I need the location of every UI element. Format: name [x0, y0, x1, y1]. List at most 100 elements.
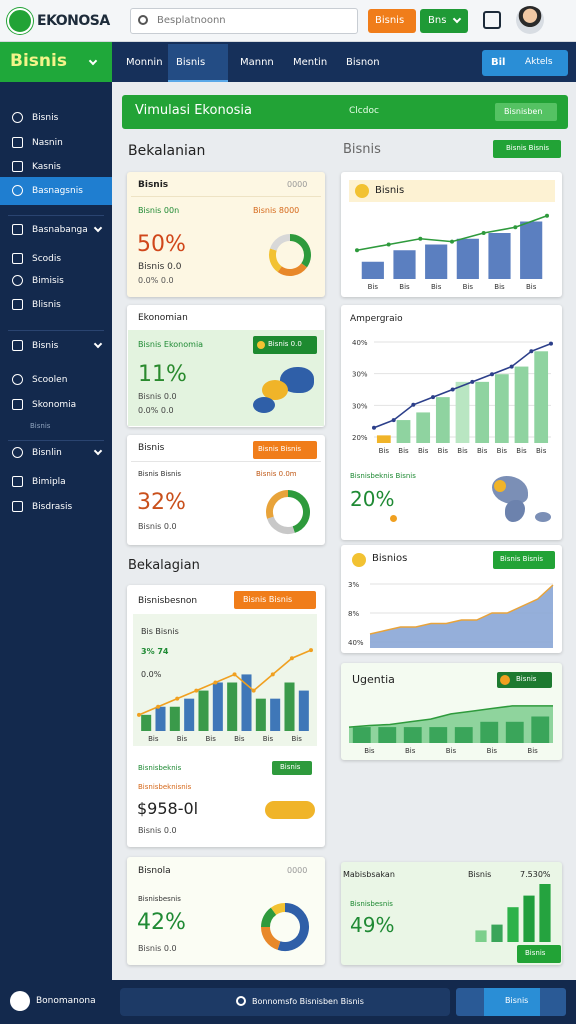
orange-button[interactable] — [368, 9, 416, 33]
pill-dot — [257, 341, 265, 349]
y-label: 30% — [352, 371, 368, 379]
left-card-2-sub: Bisnis 0.0 — [138, 392, 177, 401]
bar — [429, 727, 448, 743]
sidebar-icon[interactable] — [12, 299, 23, 310]
line-point — [490, 372, 494, 377]
left-card-1-sub: Bisnis 0.0 — [138, 262, 182, 272]
nav-tabs[interactable]: Bisnis — [176, 57, 206, 68]
bar — [227, 682, 238, 731]
sidebar-icon[interactable] — [12, 137, 23, 148]
sidebar-icon[interactable] — [12, 161, 23, 172]
sidebar-items[interactable]: Bisnis — [32, 113, 59, 123]
left-card-2-value: 11% — [138, 362, 187, 387]
avatar[interactable] — [516, 6, 544, 34]
nav-action-label[interactable]: Bil — [491, 57, 506, 68]
orange-button[interactable] — [234, 591, 316, 609]
mini-chart: Bis Bis Bis Bis Bis Bis — [355, 213, 549, 291]
donut-segment — [289, 234, 311, 268]
left-card-1-foot: 0.0% 0.0 — [138, 276, 174, 285]
sidebar-items[interactable]: Skonomia — [32, 400, 77, 410]
sidebar-divider — [8, 215, 104, 216]
sidebar-divider — [8, 330, 104, 331]
sidebar-items[interactable]: Scoolen — [32, 375, 68, 385]
topbar-orange-button[interactable]: Bisnis — [375, 15, 405, 26]
sidebar-items[interactable]: Basnagsnis — [32, 186, 83, 196]
sidebar-icon[interactable] — [12, 399, 23, 410]
tab-active[interactable] — [168, 44, 228, 82]
nav-tabs[interactable]: Mannn — [240, 57, 274, 68]
x-label: Bis — [379, 447, 390, 455]
x-label: Bis — [368, 283, 379, 291]
topbar-logo: EKONOSA — [37, 13, 110, 29]
sidebar-items[interactable]: Bisnis — [30, 422, 51, 430]
sidebar-items[interactable]: Bimisis — [32, 276, 64, 286]
line-point — [137, 712, 141, 717]
sidebar-icon[interactable] — [12, 501, 23, 512]
search-box[interactable] — [130, 8, 358, 34]
nav-tabs[interactable]: Bisnon — [346, 57, 380, 68]
sidebar-items[interactable]: Bisnlin — [32, 448, 62, 458]
badge — [265, 801, 315, 819]
footer-search[interactable] — [120, 988, 450, 1016]
action-button[interactable] — [482, 50, 568, 76]
sidebar-icon[interactable] — [12, 447, 23, 458]
bar — [475, 381, 490, 443]
sidebar-icon[interactable] — [12, 476, 23, 487]
sidebar-icon[interactable] — [12, 112, 23, 123]
green-button[interactable] — [517, 945, 561, 963]
bar — [284, 682, 295, 731]
blob — [253, 397, 275, 413]
sidebar-icon[interactable] — [12, 374, 23, 385]
sidebar-items[interactable]: Basnabanga — [32, 225, 88, 235]
right-card-d-title: Ugentia — [352, 673, 395, 686]
y-label: 20% — [352, 434, 368, 442]
green-button[interactable] — [420, 9, 468, 33]
footer-button[interactable]: Bisnis — [505, 996, 529, 1005]
nav-action-button[interactable]: Aktels — [525, 57, 553, 67]
banner-button[interactable] — [495, 103, 557, 121]
right-heading-button[interactable]: Bisnis Bisnis — [506, 144, 550, 152]
bar — [376, 435, 391, 443]
footer-brand: Bonomanona — [36, 996, 96, 1006]
sidebar-items[interactable]: Bisdrasis — [32, 502, 73, 512]
x-label: Bis — [457, 447, 468, 455]
footer-search-icon — [236, 996, 246, 1006]
left-card-4-button[interactable]: Bisnis Bisnis — [243, 595, 293, 604]
area-line — [369, 584, 554, 635]
bar — [403, 727, 422, 743]
notification-icon[interactable] — [483, 11, 501, 29]
line-point — [194, 688, 199, 693]
green-button[interactable] — [493, 551, 555, 569]
sidebar-items[interactable]: Bimipla — [32, 477, 66, 487]
sidebar-icon[interactable] — [12, 185, 23, 196]
dot — [390, 515, 397, 522]
sidebar-items[interactable]: Bisnis — [32, 341, 59, 351]
x-label: Bis — [364, 747, 375, 755]
right-card-c-button[interactable]: Bisnis Bisnis — [500, 555, 544, 563]
sidebar-items[interactable]: Blisnis — [32, 300, 61, 310]
banner-button[interactable]: Bisnisben — [504, 107, 543, 116]
sidebar-icon[interactable] — [12, 340, 23, 351]
bar — [352, 727, 371, 743]
line-point — [545, 213, 549, 218]
blob — [262, 380, 288, 400]
green-button[interactable] — [493, 140, 561, 158]
sidebar-items[interactable]: Scodis — [32, 254, 62, 264]
nav-tabs[interactable]: Monnin — [126, 57, 163, 68]
sidebar-icon[interactable] — [12, 224, 23, 235]
donut-segment — [261, 926, 281, 950]
footer-search[interactable]: Bonnomsfo Bisnisben Bisnis — [252, 997, 364, 1006]
right-card-e-button[interactable]: Bisnis — [525, 949, 546, 957]
sidebar-items[interactable]: Kasnis — [32, 162, 61, 172]
left-card-4-foot: Bisnis 0.0 — [138, 826, 177, 835]
bar — [454, 727, 473, 743]
donut-chart — [261, 903, 309, 951]
topbar-green-button[interactable]: Bns — [428, 15, 447, 26]
sidebar-items[interactable]: Nasnin — [32, 138, 63, 148]
sidebar-icon[interactable] — [12, 275, 23, 286]
sidebar-icon[interactable] — [12, 253, 23, 264]
map-shape — [494, 480, 506, 492]
bar — [523, 895, 535, 942]
nav-tabs[interactable]: Mentin — [293, 57, 328, 68]
left-card-5-code: 0000 — [287, 866, 308, 875]
